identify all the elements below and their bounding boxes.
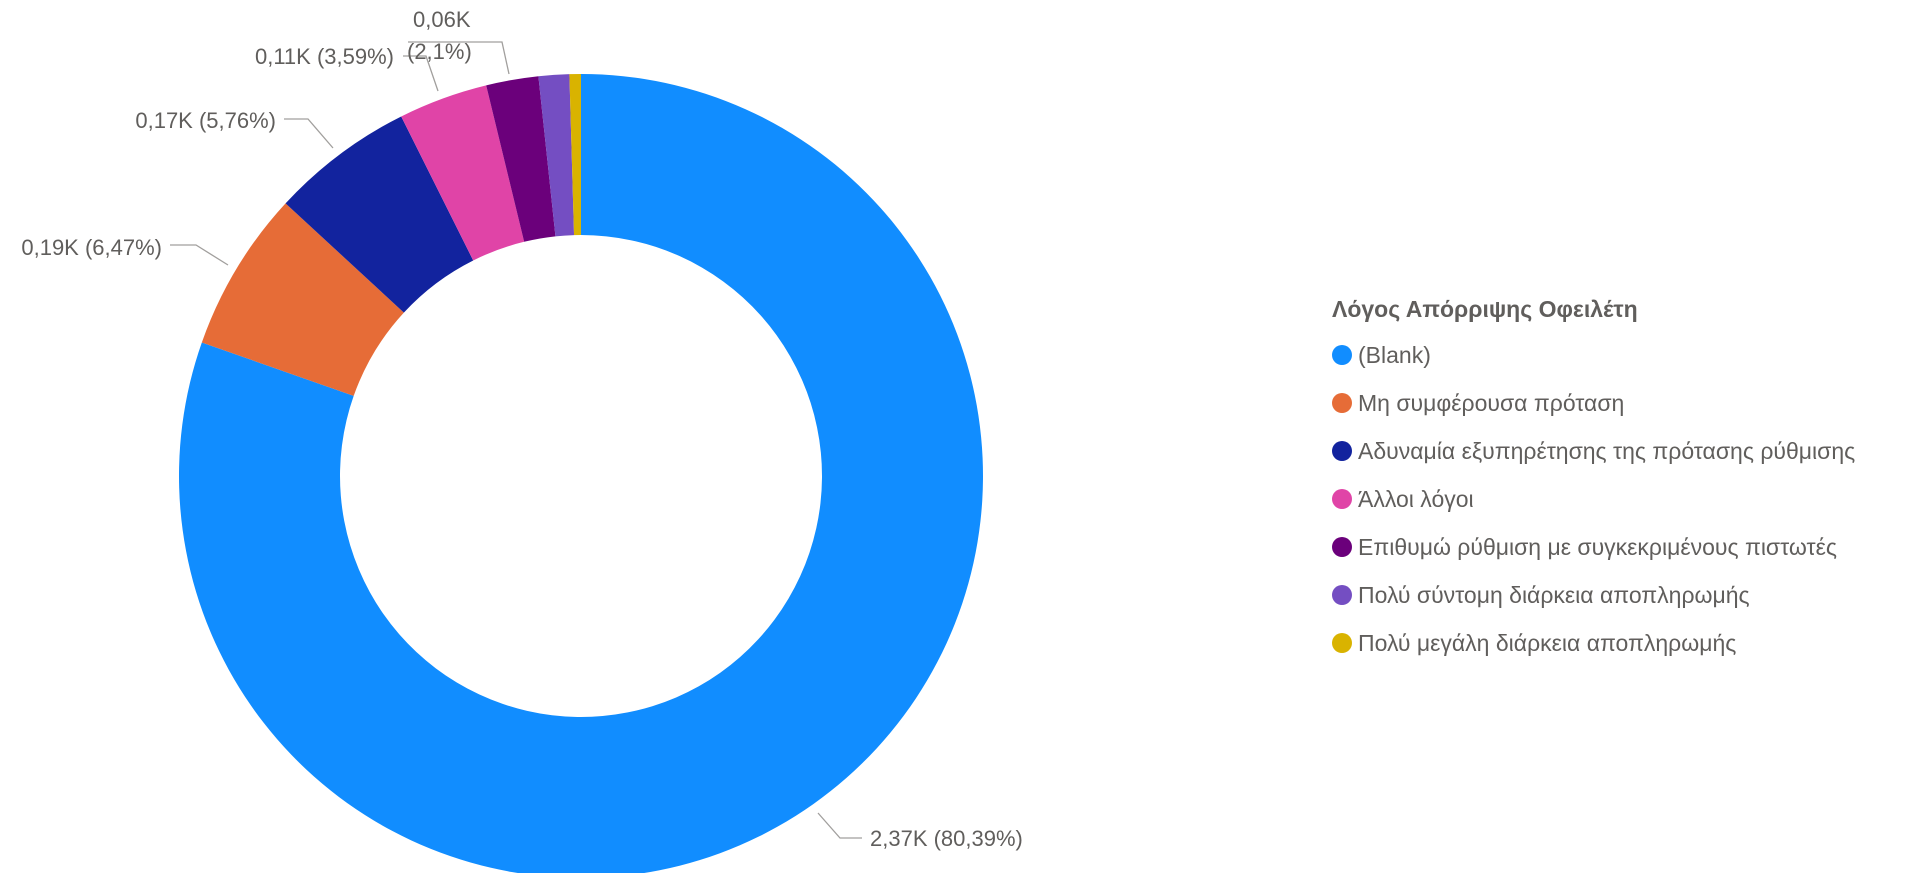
legend-item-4[interactable]: Επιθυμώ ρύθμιση με συγκεκριμένους πιστωτ… bbox=[1332, 523, 1855, 571]
data-labels: 2,37K (80,39%) 0,19K (6,47%) 0,17K (5,76… bbox=[21, 7, 1023, 851]
data-label-epithymo-percent: (2,1%) bbox=[407, 39, 472, 64]
legend-label: Πολύ σύντομη διάρκεια αποπληρωμής bbox=[1358, 581, 1750, 608]
legend-label: Μη συμφέρουσα πρόταση bbox=[1358, 389, 1625, 416]
legend-item-2[interactable]: Αδυναμία εξυπηρέτησης της πρότασης ρύθμι… bbox=[1332, 427, 1855, 475]
slice-3[interactable] bbox=[401, 85, 525, 261]
data-label-adynamia: 0,17K (5,76%) bbox=[135, 108, 276, 133]
legend-label: Αδυναμία εξυπηρέτησης της πρότασης ρύθμι… bbox=[1358, 437, 1856, 464]
leader-line-alloi bbox=[403, 55, 439, 92]
legend-item-6[interactable]: Πολύ μεγάλη διάρκεια αποπληρωμής bbox=[1332, 619, 1855, 667]
donut-slices bbox=[179, 74, 983, 873]
data-label-mi-symferousa: 0,19K (6,47%) bbox=[21, 235, 162, 260]
legend-item-3[interactable]: Άλλοι λόγοι bbox=[1332, 475, 1855, 523]
legend-label: Επιθυμώ ρύθμιση με συγκεκριμένους πιστωτ… bbox=[1358, 533, 1837, 560]
slice-1[interactable] bbox=[201, 203, 404, 396]
legend-title: Λόγος Απόρριψης Οφειλέτη bbox=[1332, 296, 1638, 322]
legend: Λόγος Απόρριψης Οφειλέτη (Blank) Μη συμφέ… bbox=[1332, 296, 1855, 667]
legend-dot-icon bbox=[1332, 345, 1352, 365]
legend-dot-icon bbox=[1332, 633, 1352, 653]
donut-chart: 2,37K (80,39%) 0,19K (6,47%) 0,17K (5,76… bbox=[21, 7, 1023, 873]
data-label-blank: 2,37K (80,39%) bbox=[870, 826, 1023, 851]
legend-label: (Blank) bbox=[1358, 341, 1431, 368]
data-label-alloi: 0,11K (3,59%) bbox=[255, 44, 394, 69]
legend-item-1[interactable]: Μη συμφέρουσα πρόταση bbox=[1332, 379, 1855, 427]
legend-items: (Blank) Μη συμφέρουσα πρόταση Αδυναμία εξυ… bbox=[1332, 331, 1855, 667]
legend-dot-icon bbox=[1332, 537, 1352, 557]
legend-dot-icon bbox=[1332, 393, 1352, 413]
legend-item-5[interactable]: Πολύ σύντομη διάρκεια αποπληρωμής bbox=[1332, 571, 1855, 619]
legend-dot-icon bbox=[1332, 585, 1352, 605]
leader-line-mi-symferousa bbox=[170, 244, 229, 266]
slice-0[interactable] bbox=[179, 74, 983, 873]
legend-item-0[interactable]: (Blank) bbox=[1332, 331, 1855, 379]
legend-label: Πολύ μεγάλη διάρκεια αποπληρωμής bbox=[1358, 629, 1737, 656]
legend-dot-icon bbox=[1332, 489, 1352, 509]
legend-label: Άλλοι λόγοι bbox=[1358, 485, 1474, 512]
leader-line-blank bbox=[817, 812, 862, 839]
slice-4[interactable] bbox=[486, 76, 556, 242]
leader-line-epithymo bbox=[408, 41, 510, 75]
legend-dot-icon bbox=[1332, 441, 1352, 461]
data-label-epithymo-value: 0,06K bbox=[413, 7, 471, 32]
slice-2[interactable] bbox=[285, 116, 474, 313]
slice-6[interactable] bbox=[569, 74, 581, 236]
leader-line-adynamia bbox=[284, 118, 334, 149]
slice-5[interactable] bbox=[538, 74, 575, 237]
